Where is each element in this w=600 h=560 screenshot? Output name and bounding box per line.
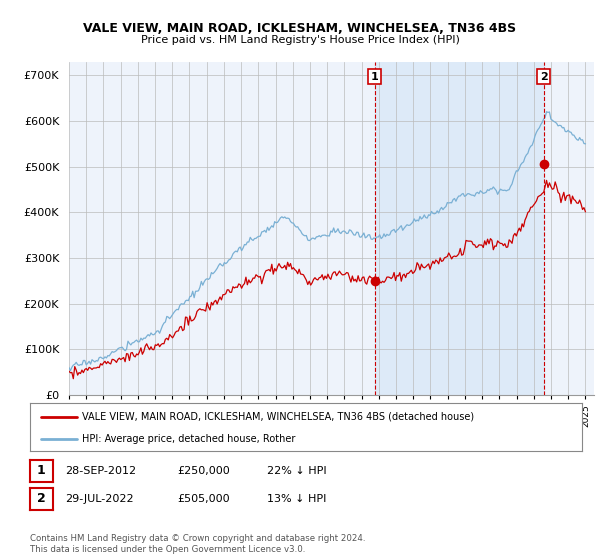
Text: £505,000: £505,000 [177, 494, 230, 504]
Text: HPI: Average price, detached house, Rother: HPI: Average price, detached house, Roth… [82, 434, 296, 444]
Text: Contains HM Land Registry data © Crown copyright and database right 2024.
This d: Contains HM Land Registry data © Crown c… [30, 534, 365, 554]
Text: 22% ↓ HPI: 22% ↓ HPI [267, 466, 326, 476]
Text: 1: 1 [371, 72, 379, 82]
Text: 2: 2 [37, 492, 46, 506]
Text: VALE VIEW, MAIN ROAD, ICKLESHAM, WINCHELSEA, TN36 4BS (detached house): VALE VIEW, MAIN ROAD, ICKLESHAM, WINCHEL… [82, 412, 475, 422]
Text: 28-SEP-2012: 28-SEP-2012 [65, 466, 136, 476]
Text: 1: 1 [37, 464, 46, 478]
Bar [374, 62, 544, 395]
Text: 13% ↓ HPI: 13% ↓ HPI [267, 494, 326, 504]
Text: VALE VIEW, MAIN ROAD, ICKLESHAM, WINCHELSEA, TN36 4BS: VALE VIEW, MAIN ROAD, ICKLESHAM, WINCHEL… [83, 22, 517, 35]
Text: 2: 2 [540, 72, 548, 82]
Text: £250,000: £250,000 [177, 466, 230, 476]
Text: Price paid vs. HM Land Registry's House Price Index (HPI): Price paid vs. HM Land Registry's House … [140, 35, 460, 45]
Text: 29-JUL-2022: 29-JUL-2022 [65, 494, 133, 504]
